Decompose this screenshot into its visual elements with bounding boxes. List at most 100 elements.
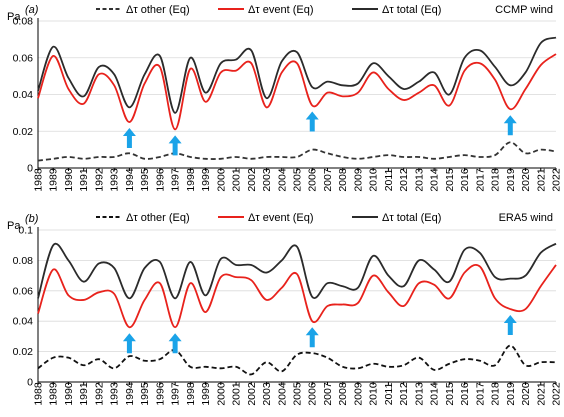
x-tick-label: 1992 <box>93 168 105 192</box>
y-tick-label: 0.04 <box>13 89 34 101</box>
series-line-2 <box>37 36 557 114</box>
x-tick-label: 1992 <box>93 382 105 406</box>
event-arrow <box>305 111 319 132</box>
arrow-shape <box>122 333 136 354</box>
event-arrow <box>168 333 182 354</box>
x-tick-label: 2006 <box>307 382 319 406</box>
legend-label: Δτ event (Eq) <box>248 212 314 224</box>
y-tick-label: 0.02 <box>13 346 34 358</box>
x-tick-label: 2021 <box>535 168 547 192</box>
x-tick-label: 1991 <box>78 382 90 406</box>
series-line-0 <box>37 141 557 162</box>
arrow-shape <box>168 333 182 354</box>
x-tick-label: 1989 <box>48 382 60 406</box>
x-tick-label: 2002 <box>246 382 258 406</box>
x-tick-label: 2003 <box>261 168 273 192</box>
y-tick-label: 0.06 <box>13 52 34 64</box>
x-tick-label: 1989 <box>48 168 60 192</box>
x-tick-label: 1990 <box>63 168 75 192</box>
x-tick-label: 2020 <box>520 382 532 406</box>
x-tick-label: 2007 <box>322 168 334 192</box>
x-tick-label: 2017 <box>474 382 486 406</box>
x-tick-label: 2001 <box>231 168 243 192</box>
x-tick-label: 1996 <box>154 382 166 406</box>
x-tick-label: 2016 <box>459 168 471 192</box>
x-tick-label: 1997 <box>170 382 182 406</box>
x-tick-label: 2008 <box>337 382 349 406</box>
y-tick-label: 0.08 <box>13 255 34 267</box>
x-tick-label: 2022 <box>551 168 563 192</box>
legend-label: Δτ total (Eq) <box>382 212 441 224</box>
x-tick-label: 2015 <box>444 382 456 406</box>
x-tick-label: 2014 <box>429 382 441 406</box>
x-tick-label: 2016 <box>459 382 471 406</box>
x-tick-label: 1993 <box>109 382 121 406</box>
y-unit-label: Pa <box>7 220 21 232</box>
x-tick-label: 2012 <box>398 382 410 406</box>
x-tick-label: 2008 <box>337 168 349 192</box>
panel-label: (a) <box>25 4 39 16</box>
x-tick-label: 2011 <box>383 169 395 192</box>
x-tick-label: 2006 <box>307 168 319 192</box>
x-tick-label: 1997 <box>170 168 182 192</box>
y-tick-label: 0.08 <box>13 16 34 28</box>
x-tick-label: 1990 <box>63 382 75 406</box>
x-tick-label: 1988 <box>33 168 45 192</box>
x-tick-label: 1994 <box>124 168 136 192</box>
x-tick-label: 1998 <box>185 168 197 192</box>
event-arrow <box>503 315 517 336</box>
arrow-shape <box>122 128 136 149</box>
x-tick-label: 1993 <box>109 168 121 192</box>
x-tick-label: 1999 <box>200 382 212 406</box>
x-tick-label: 2009 <box>352 168 364 192</box>
x-tick-label: 2017 <box>474 168 486 192</box>
panel-label: (b) <box>25 213 39 225</box>
y-tick-label: 0 <box>27 163 33 175</box>
y-tick-label: 0 <box>27 377 33 389</box>
series-line-2 <box>37 242 557 300</box>
x-tick-label: 2019 <box>505 382 517 406</box>
x-tick-label: 2003 <box>261 382 273 406</box>
x-tick-label: 1996 <box>154 168 166 192</box>
x-tick-label: 1999 <box>200 168 212 192</box>
x-tick-label: 1988 <box>33 382 45 406</box>
x-tick-label: 2007 <box>322 382 334 406</box>
x-tick-label: 2019 <box>505 168 517 192</box>
legend-label: Δτ event (Eq) <box>248 4 314 16</box>
x-tick-label: 1995 <box>139 382 151 406</box>
x-tick-label: 2013 <box>413 168 425 192</box>
arrow-shape <box>503 315 517 336</box>
arrow-shape <box>305 327 319 348</box>
y-tick-label: 0.02 <box>13 126 34 138</box>
x-tick-label: 1994 <box>124 382 136 406</box>
panel-b: 00.020.040.060.080.1Pa(b)1988 1989 1990 199… <box>7 212 563 406</box>
x-tick-label: 2018 <box>490 382 502 406</box>
x-tick-label: 2010 <box>368 168 380 192</box>
event-arrow <box>503 115 517 136</box>
x-tick-label: 2000 <box>215 382 227 406</box>
x-tick-label: 1995 <box>139 168 151 192</box>
x-tick-label: 1991 <box>78 168 90 192</box>
x-tick-label: 2018 <box>490 168 502 192</box>
x-tick-label: 2002 <box>246 168 258 192</box>
legend-label: Δτ other (Eq) <box>126 212 190 224</box>
x-tick-label: 2021 <box>535 382 547 406</box>
x-tick-label: 2020 <box>520 168 532 192</box>
dataset-annotation: ERA5 wind <box>499 212 553 224</box>
legend-label: Δτ other (Eq) <box>126 4 190 16</box>
x-tick-label: 2013 <box>413 382 425 406</box>
x-tick-label: 2001 <box>231 382 243 406</box>
dataset-annotation: CCMP wind <box>495 4 553 16</box>
y-tick-label: 0.04 <box>13 316 34 328</box>
x-tick-label: 2005 <box>292 168 304 192</box>
y-tick-label: 0.1 <box>18 225 33 237</box>
arrow-shape <box>503 115 517 136</box>
x-tick-label: 2012 <box>398 168 410 192</box>
y-unit-label: Pa <box>7 11 21 23</box>
x-tick-label: 2009 <box>352 382 364 406</box>
event-arrow <box>305 327 319 348</box>
series-line-1 <box>37 53 557 131</box>
x-tick-label: 2014 <box>429 168 441 192</box>
x-tick-label: 2015 <box>444 168 456 192</box>
